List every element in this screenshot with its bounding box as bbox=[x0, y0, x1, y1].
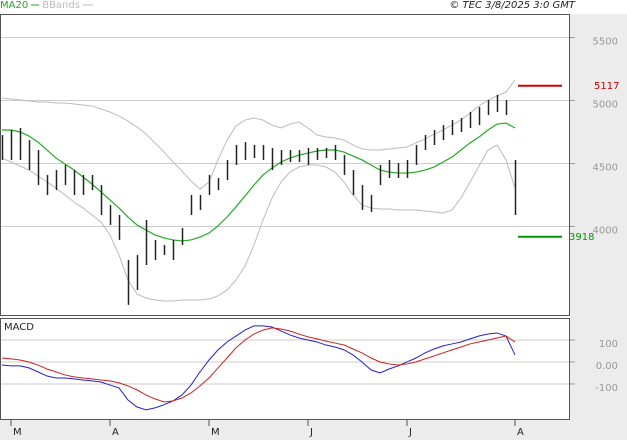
macd-line bbox=[1, 325, 516, 411]
bband-upper bbox=[1, 79, 516, 190]
legend-ma20: MA20 bbox=[0, 0, 28, 11]
x-axis-panel bbox=[0, 420, 570, 440]
y-tick-label: 0.00 bbox=[596, 361, 618, 372]
y-tick-label: 5500 bbox=[593, 37, 618, 48]
x-tick-label: J bbox=[408, 427, 412, 438]
x-tick-label: A bbox=[112, 427, 119, 438]
macd-line bbox=[1, 327, 516, 403]
y-tick-label: 4000 bbox=[593, 225, 618, 236]
ma-line bbox=[2, 122, 516, 242]
y-tick-label: 100 bbox=[599, 339, 618, 350]
price-panel bbox=[0, 14, 570, 316]
source: © TEC 3/8/2025 3:0 GMT bbox=[449, 0, 576, 11]
axis-panel bbox=[570, 14, 627, 440]
macd-title: MACD bbox=[4, 322, 34, 333]
y-tick-label: 4500 bbox=[593, 162, 618, 173]
y-tick-label: 5000 bbox=[593, 100, 618, 111]
x-tick-label: M bbox=[211, 427, 220, 438]
x-tick-label: A bbox=[517, 427, 524, 438]
x-tick-label: J bbox=[309, 427, 313, 438]
y-tick-label: -100 bbox=[595, 383, 618, 394]
bband-lower bbox=[1, 144, 516, 302]
macd-panel bbox=[0, 318, 570, 420]
level-label: 3918 bbox=[569, 232, 594, 243]
level-label: 5117 bbox=[594, 81, 619, 92]
x-tick-label: M bbox=[13, 427, 22, 438]
legend-bbands: BBands bbox=[42, 0, 80, 11]
